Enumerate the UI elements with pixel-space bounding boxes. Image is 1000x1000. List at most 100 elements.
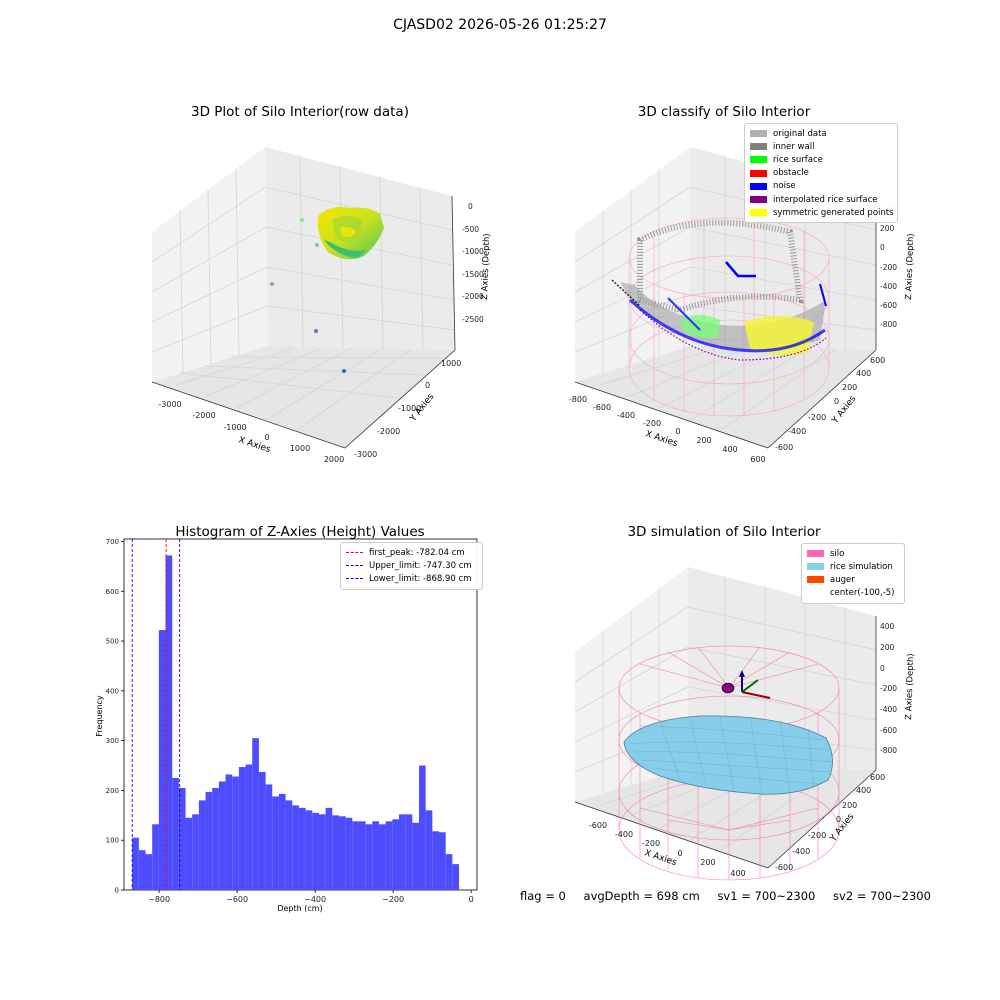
- histogram-xtick-label: 0: [469, 895, 474, 904]
- plot1-title: 3D Plot of Silo Interior(row data): [191, 104, 409, 120]
- plot4-ytick: -600: [775, 863, 793, 872]
- histogram-bar: [318, 814, 326, 890]
- plot4-ytick: 600: [870, 773, 885, 782]
- histogram-bar: [352, 821, 359, 890]
- histogram-bar: [439, 832, 446, 890]
- histogram-bar: [292, 805, 299, 890]
- plot1-ytick: -1000: [398, 404, 421, 413]
- plot4-auger: [721, 670, 771, 699]
- legend-swatch: [750, 209, 767, 217]
- legend-label: interpolated rice surface: [773, 194, 878, 205]
- histogram-bar: [405, 814, 413, 890]
- histogram-bar: [152, 824, 159, 890]
- legend-swatch: [750, 182, 767, 190]
- legend-label: inner wall: [773, 141, 815, 152]
- histogram-bar: [225, 774, 233, 890]
- plot2-point-classes: [611, 219, 827, 361]
- histogram-bar: [172, 777, 179, 890]
- histogram-title: Histogram of Z-Axies (Height) Values: [175, 524, 425, 540]
- histogram-bar: [452, 864, 460, 890]
- plot4-ytick: -200: [808, 831, 826, 840]
- histogram-plot-area: −800 −600 −400 −200 0 0 100 200 300 400 500 600 700: [106, 538, 478, 904]
- legend-swatch: [807, 590, 824, 597]
- histogram-bar: [392, 819, 399, 890]
- plot1-point-cloud: [317, 207, 384, 260]
- plot1-xticks: -3000 -2000 -1000 0 1000 2000: [158, 400, 344, 464]
- histogram-ytick-label: 300: [106, 737, 119, 745]
- legend-entry: rice simulation: [807, 560, 899, 573]
- histogram-bar: [332, 815, 339, 890]
- plot1-xtick: -2000: [192, 411, 215, 420]
- plot4-xtick: -200: [642, 839, 660, 848]
- histogram-bars: [132, 555, 460, 890]
- plot4-ztick: -600: [880, 726, 897, 735]
- histogram-bar: [365, 824, 373, 890]
- plot1-zticks: 0 -500 -1000 -1500 -2000 -2500: [462, 202, 484, 324]
- histogram-ytick-label: 200: [106, 787, 119, 795]
- plot2-legend: original data inner wall rice surface ob…: [744, 123, 898, 224]
- plot1-xtick: 1000: [290, 444, 310, 453]
- flag-text: flag = 0: [520, 889, 566, 903]
- legend-entry: silo: [807, 547, 899, 560]
- plot2-xtick: -600: [593, 403, 611, 412]
- histogram-bar: [358, 821, 366, 890]
- plot2-ytick: 400: [856, 369, 871, 378]
- histogram-bar: [165, 555, 173, 890]
- plot4-xtick: 200: [700, 858, 715, 867]
- legend-swatch: [750, 156, 767, 164]
- plot4-ytick: -400: [792, 847, 810, 856]
- plot2-ztick: 200: [880, 224, 895, 233]
- histogram-bar: [345, 817, 353, 890]
- legend-label: symmetric generated points: [773, 207, 894, 218]
- plot2-ytick: -400: [788, 427, 806, 436]
- plot1-xtick: -1000: [223, 423, 246, 432]
- legend-entry: original data: [750, 127, 892, 140]
- plot4-ztick: 400: [880, 622, 895, 631]
- plot2-zticks: 0 200 0 -200 -400 -600 -800: [880, 205, 897, 329]
- legend-swatch: [750, 169, 767, 177]
- legend-label: original data: [773, 128, 827, 139]
- plot2-ytick: 600: [870, 356, 885, 365]
- legend-label: rice surface: [773, 154, 823, 165]
- plot4-ztick: 200: [880, 643, 895, 652]
- histogram-xtick-label: −600: [226, 895, 248, 904]
- plot1-outliers: [270, 218, 346, 373]
- histogram-ylabel: Frequency: [95, 695, 104, 737]
- plot2-xtick: -200: [643, 419, 661, 428]
- histogram-bar: [398, 814, 406, 890]
- histogram-bar: [305, 810, 313, 890]
- legend-entry: Lower_limit: -868.90 cm: [346, 572, 477, 585]
- avg-depth-text: avgDepth = 698 cm: [583, 889, 700, 903]
- plot2-ztick: -600: [880, 301, 897, 310]
- histogram-ytick-label: 100: [106, 837, 119, 845]
- plot4-xtick: 0: [677, 849, 682, 858]
- histogram-reference-lines: [131, 539, 181, 890]
- plot1-ztick: -2000: [462, 292, 484, 301]
- plot4-ytick: 0: [836, 815, 841, 824]
- histogram-xlabel: Depth (cm): [277, 904, 322, 913]
- histogram-bar: [285, 800, 293, 890]
- histogram-bar: [258, 772, 266, 890]
- plot1-ytick: 1000: [441, 359, 461, 368]
- legend-entry: rice surface: [750, 153, 892, 166]
- legend-entry: first_peak: -782.04 cm: [346, 546, 477, 559]
- legend-entry: obstacle: [750, 167, 892, 180]
- histogram-bar: [418, 765, 426, 890]
- legend-swatch: [750, 130, 767, 138]
- histogram-bar: [232, 776, 239, 890]
- plot4-xtick: -600: [589, 821, 607, 830]
- plot2-zlabel: Z Axies (Depth): [904, 233, 916, 300]
- plot2-ztick: -800: [880, 320, 897, 329]
- legend-swatch: [807, 563, 824, 571]
- histogram-bar: [298, 807, 306, 890]
- plot2-xtick: 600: [750, 455, 765, 464]
- plot4-zticks: 400 200 0 -200 -400 -600 -800: [880, 622, 897, 755]
- legend-entry: symmetric generated points: [750, 206, 894, 219]
- plot4-ztick: 0: [880, 664, 885, 673]
- plot1-ytick: -2000: [377, 427, 400, 436]
- plot2-xtick: 200: [696, 436, 711, 445]
- legend-entry: auger: [807, 573, 899, 586]
- histogram-bar: [158, 630, 166, 890]
- legend-label: first_peak: -782.04 cm: [369, 547, 465, 558]
